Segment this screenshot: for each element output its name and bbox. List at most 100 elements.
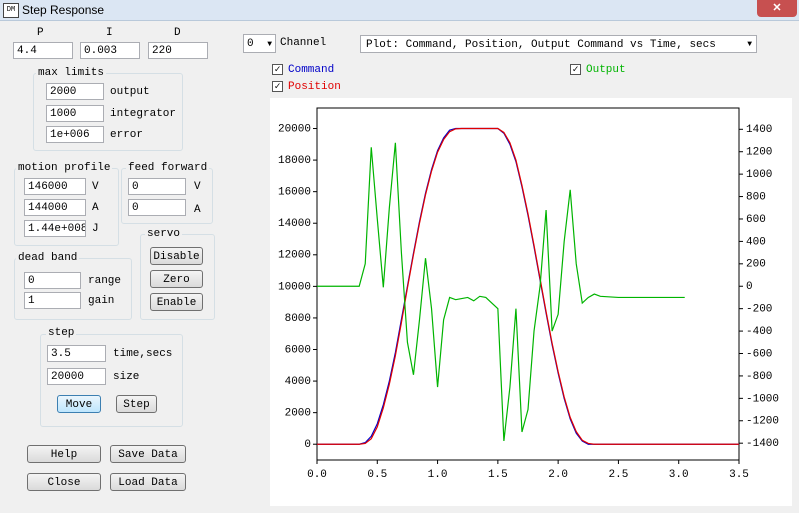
y2-tick-label: -600 [746,348,772,360]
i-input[interactable]: 0.003 [80,42,140,59]
channel-value: 0 [247,38,254,50]
y2-tick-label: 400 [746,236,766,248]
y2-tick-label: 1000 [746,169,772,181]
plot-select[interactable]: Plot: Command, Position, Output Command … [360,35,757,53]
max-limits-group [33,73,183,151]
label: gain [88,295,115,307]
y2-tick-label: -400 [746,326,772,338]
save-data-button[interactable]: Save Data [110,445,186,463]
dead-band-group [14,258,132,320]
label: V [194,181,201,193]
y-tick-label: 12000 [278,250,311,262]
x-tick-label: 2.0 [548,469,568,481]
y2-tick-label: 1200 [746,147,772,159]
input[interactable]: 1e+006 [46,126,104,143]
label: size [113,371,140,383]
group-title: dead band [16,252,80,264]
checkbox[interactable]: ✓ [272,81,283,93]
label: time,secs [113,348,173,360]
group-title: max limits [36,67,107,79]
dropdown-arrow: ▼ [747,40,752,49]
legend-entry[interactable]: Command [288,64,335,76]
step-group [40,334,183,427]
y2-tick-label: -1000 [746,393,779,405]
y2-tick-label: -800 [746,371,772,383]
label: A [194,204,201,216]
input[interactable]: 2000 [46,83,104,100]
zero-button[interactable]: Zero [150,270,203,288]
y2-tick-label: 0 [746,281,753,293]
input[interactable]: 20000 [47,368,106,385]
checkbox[interactable]: ✓ [570,64,581,76]
x-tick-label: 0.0 [307,469,327,481]
step-button[interactable]: Step [116,395,157,413]
x-tick-label: 3.5 [729,469,749,481]
input[interactable]: 0 [128,178,186,195]
label: integrator [110,108,177,120]
channel-select[interactable]: 0 ▼ [243,34,276,53]
series-line [317,142,685,442]
y2-tick-label: -1400 [746,438,779,450]
label: output [110,86,150,98]
input[interactable]: 3.5 [47,345,106,362]
x-tick-label: 1.0 [428,469,448,481]
close-button[interactable]: Close [27,473,101,491]
plot-background [270,98,792,506]
input[interactable]: 0 [128,199,186,216]
dropdown-arrow: ▼ [267,40,272,49]
plot-frame [316,107,740,461]
input[interactable]: 146000 [24,178,86,195]
y2-tick-label: 1400 [746,124,772,136]
y-tick-label: 0 [304,439,311,451]
x-tick-label: 1.5 [488,469,508,481]
y2-tick-label: 200 [746,259,766,271]
label: V [92,181,99,193]
legend-entry[interactable]: Position [288,81,341,93]
y-tick-label: 10000 [278,281,311,293]
load-data-button[interactable]: Load Data [110,473,186,491]
x-tick-label: 2.5 [609,469,629,481]
input[interactable]: 144000 [24,199,86,216]
move-button[interactable]: Move [57,395,101,413]
y-tick-label: 2000 [285,408,311,420]
y2-tick-label: -1200 [746,416,779,428]
enable-button[interactable]: Enable [150,293,203,311]
d-header: D [174,27,181,39]
d-input[interactable]: 220 [148,42,208,59]
x-tick-label: 3.0 [669,469,689,481]
group-title: step [46,327,77,339]
help-button[interactable]: Help [27,445,101,463]
plot-select-value: Plot: Command, Position, Output Command … [366,39,716,51]
channel-label: Channel [280,37,327,49]
input[interactable]: 1000 [46,105,104,122]
title-bar [0,0,799,21]
y2-tick-label: 600 [746,214,766,226]
x-tick-label: 0.5 [367,469,387,481]
series-line [317,127,739,445]
label: A [92,202,99,214]
input[interactable]: 0 [24,272,81,289]
app-icon: DM [3,3,19,18]
group-title: feed forward [126,162,210,174]
label: range [88,275,122,287]
y2-tick-label: 800 [746,191,766,203]
close-window[interactable]: ✕ [757,0,797,17]
disable-button[interactable]: Disable [150,247,203,265]
group-title: motion profile [16,162,113,174]
y-tick-label: 4000 [285,376,311,388]
y-tick-label: 20000 [278,123,311,135]
y-tick-label: 6000 [285,344,311,356]
i-header: I [106,27,113,39]
checkbox[interactable]: ✓ [272,64,283,76]
legend-entry[interactable]: Output [586,64,626,76]
y-tick-label: 16000 [278,187,311,199]
y-tick-label: 18000 [278,155,311,167]
window-title: Step Response [22,3,105,17]
chart: 0.0 0.5 1.0 1.5 2.0 2.5 3.0 3.50200040006000800… [270,98,792,506]
group-title: servo [145,228,183,240]
p-input[interactable]: 4.4 [13,42,73,59]
p-header: P [37,27,44,39]
input[interactable]: 1 [24,292,81,309]
input[interactable]: 1.44e+008 [24,220,86,237]
